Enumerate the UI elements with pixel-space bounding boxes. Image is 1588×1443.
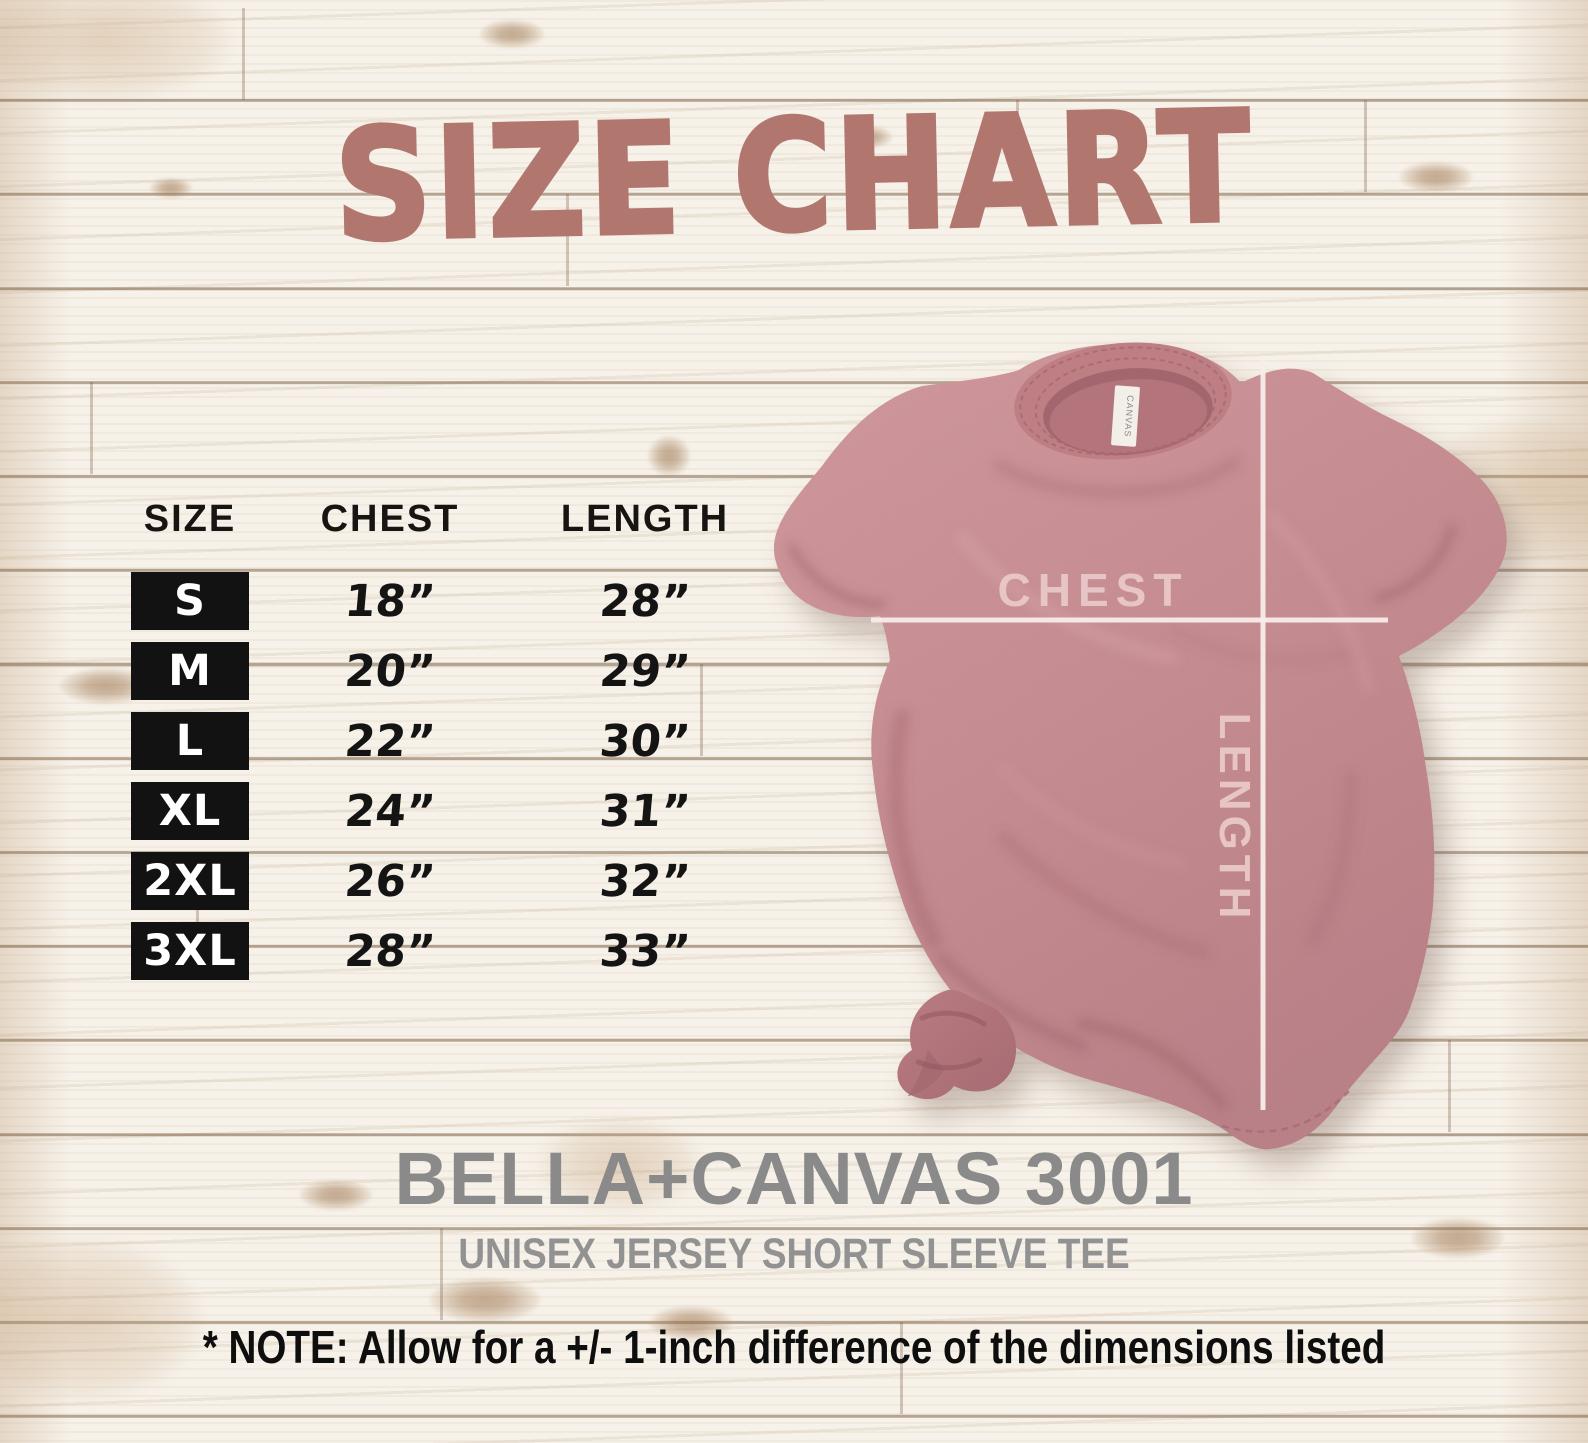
size-badge: S [131,572,249,630]
plank-joint [900,1322,903,1414]
wood-knot [648,436,690,476]
length-value: 33” [597,925,693,977]
product-name: BELLA+CANVAS 3001 [394,1137,1194,1220]
chest-value: 20” [342,645,438,697]
table-row: XL 24” 31” [120,782,780,840]
measurement-overlay: CHEST LENGTH [871,360,1388,1110]
length-value: 31” [597,785,693,837]
chest-value: 26” [342,855,438,907]
table-row: L 22” 30” [120,712,780,770]
tolerance-note: * NOTE: Allow for a +/- 1-inch differenc… [202,1321,1386,1373]
table-row: 3XL 28” 33” [120,922,780,980]
plank-joint [90,382,93,474]
table-row: 2XL 26” 32” [120,852,780,910]
length-value: 29” [597,645,693,697]
table-body: S 18” 28” M 20” 29” L 22” 30” XL 24” 31”… [120,572,780,980]
size-badge: 3XL [131,922,249,980]
chest-value: 28” [342,925,438,977]
plank-joint [1448,1040,1451,1132]
wood-knot [1400,162,1472,192]
plank-joint [1016,100,1019,192]
table-header-row: SIZE CHEST LENGTH [120,498,780,541]
column-header-size: SIZE [143,498,237,540]
length-value: 28” [597,575,693,627]
chest-value: 18” [342,575,438,627]
size-table: SIZE CHEST LENGTH S 18” 28” M 20” 29” L … [120,498,780,992]
wood-knot [300,1180,372,1210]
wood-smudge [0,0,230,100]
length-value: 30” [597,715,693,767]
wood-smudge [540,1120,700,1210]
wood-knot [150,178,192,198]
tshirt: CANVAS [773,342,1507,1150]
wood-knot [650,1306,732,1340]
plank-joint [700,664,703,756]
plank-joint [1364,100,1367,192]
chest-value: 24” [342,785,438,837]
tag-label: CANVAS [1123,395,1136,438]
plank-joint [242,8,245,100]
size-badge: 2XL [131,852,249,910]
knot [897,989,1017,1100]
page-title: SIZE CHART [331,76,1257,277]
table-row: S 18” 28” [120,572,780,630]
plank-joint [566,194,569,286]
table-row: M 20” 29” [120,642,780,700]
column-header-length: LENGTH [560,498,730,540]
wood-knot [430,1278,540,1322]
size-badge: L [131,712,249,770]
product-subtitle: UNISEX JERSEY SHORT SLEEVE TEE [458,1230,1130,1278]
wood-knot [1412,1218,1504,1258]
neck-tag: CANVAS [1111,385,1140,447]
wood-knot [846,126,892,148]
tshirt-photo: CANVAS CHEST LENGTH [752,298,1547,1313]
column-header-chest: CHEST [320,498,460,540]
length-measure-label: LENGTH [1210,713,1259,924]
chest-value: 22” [342,715,438,767]
size-badge: M [131,642,249,700]
wood-smudge [0,1240,200,1400]
length-value: 32” [597,855,693,907]
plank-joint [440,1228,443,1320]
chest-measure-label: CHEST [998,564,1189,616]
wood-knot [480,20,544,48]
size-badge: XL [131,782,249,840]
